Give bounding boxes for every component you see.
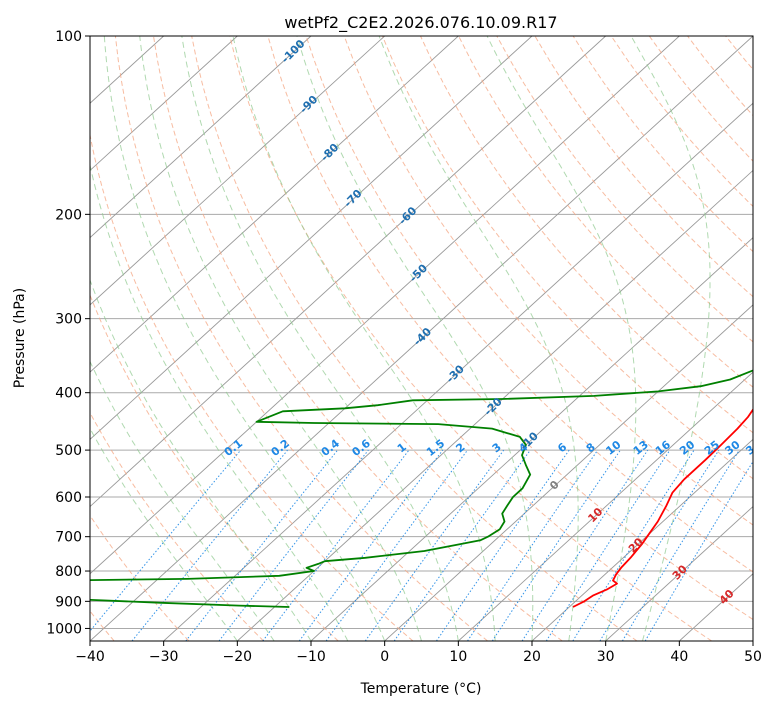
x-tick-label: 0 (380, 649, 389, 665)
y-tick-label: 100 (55, 29, 82, 45)
y-tick-label: 500 (55, 443, 82, 459)
x-tick-label: 50 (744, 649, 762, 665)
x-tick-label: 30 (597, 649, 615, 665)
y-axis-label: Pressure (hPa) (12, 288, 28, 388)
x-tick-label: 20 (523, 649, 541, 665)
x-tick-label: −40 (75, 649, 105, 665)
y-tick-label: 900 (55, 594, 82, 610)
y-tick-label: 400 (55, 386, 82, 402)
x-tick-label: −10 (296, 649, 326, 665)
x-tick-label: 40 (670, 649, 688, 665)
chart-title: wetPf2_C2E2.2026.076.10.09.R17 (284, 13, 557, 33)
y-tick-label: 600 (55, 490, 82, 506)
y-tick-label: 300 (55, 312, 82, 328)
y-tick-label: 800 (55, 564, 82, 580)
x-tick-label: 10 (449, 649, 467, 665)
x-axis-label: Temperature (°C) (360, 681, 482, 697)
y-tick-label: 700 (55, 530, 82, 546)
x-tick-label: −20 (223, 649, 253, 665)
x-tick-label: −30 (149, 649, 179, 665)
y-tick-label: 1000 (46, 621, 82, 637)
y-tick-label: 200 (55, 207, 82, 223)
